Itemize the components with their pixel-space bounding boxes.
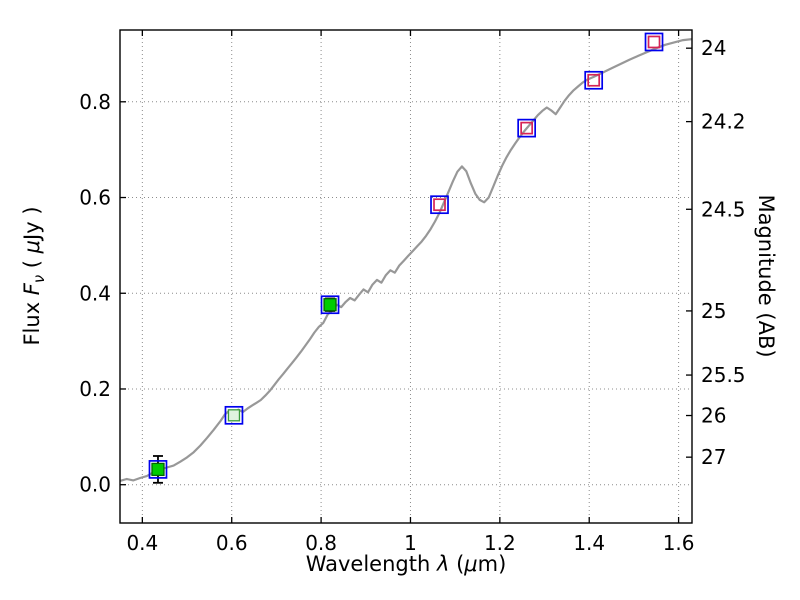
photometry-points: [148, 32, 664, 484]
y-tick-label: 0.2: [79, 377, 111, 401]
magnitude-tick-label: 24: [701, 36, 726, 60]
grid-lines: [120, 30, 692, 523]
observed-flux-marker: [224, 405, 244, 425]
flux-symbol: F: [19, 283, 44, 296]
model-flux-marker-red: [647, 35, 661, 49]
x-tick-label: 1: [404, 531, 417, 555]
x-axis-label-text: Wavelength: [305, 552, 437, 576]
magnitude-tick-label: 25.5: [701, 363, 746, 387]
model-flux-marker-green: [323, 298, 337, 312]
x-tick-label: 0.4: [126, 531, 158, 555]
x-tick-label: 0.8: [305, 531, 337, 555]
magnitude-tick-label: 25: [701, 299, 726, 323]
nu-subscript: ν: [31, 274, 49, 284]
magnitude-tick-label: 27: [701, 445, 726, 469]
x-tick-label: 1.4: [573, 531, 605, 555]
x-axis-label: Wavelength λ (μm): [305, 552, 507, 576]
y-tick-label: 0.0: [79, 473, 111, 497]
model-flux-marker-pale-green: [227, 409, 241, 422]
x-tick-label: 1.6: [663, 531, 695, 555]
observed-flux-marker: [148, 460, 168, 479]
observed-flux-marker: [584, 70, 604, 90]
y-tick-label: 0.4: [79, 281, 111, 305]
model-flux-marker-red: [433, 198, 446, 212]
model-flux-marker-red: [587, 73, 601, 87]
magnitude-label-text: Magnitude (AB): [754, 194, 778, 358]
mu-jy-symbol: μ: [19, 239, 44, 254]
x-tick-label: 0.6: [216, 531, 248, 555]
flux-label-text: Flux: [19, 295, 44, 346]
axis-tick-labels: 0.4 0.6 0.8 1 1.2 1.4 1.6 0.0 0.2 0.4 0.6 0.8 24 24.2…: [79, 36, 745, 555]
y-tick-label: 0.6: [79, 186, 111, 210]
mu-symbol: μ: [464, 552, 478, 576]
x-tick-label: 1.2: [484, 531, 516, 555]
magnitude-tick-label: 24.5: [701, 197, 746, 221]
magnitude-tick-label: 24.2: [701, 110, 746, 134]
axis-ticks: [120, 30, 692, 523]
observed-flux-marker: [644, 32, 664, 52]
model-flux-marker-red: [520, 121, 534, 135]
observed-flux-marker: [320, 295, 340, 315]
magnitude-tick-label: 26: [701, 404, 726, 428]
observed-flux-marker: [517, 118, 537, 138]
spectrum-line: [119, 38, 693, 482]
y-axis-label-right: Magnitude (AB): [754, 194, 778, 357]
lambda-symbol: λ: [436, 552, 450, 576]
model-flux-marker-green: [151, 462, 165, 477]
plot-frame: [119, 29, 693, 524]
y-axis-label-left: Flux Fν ( μJy ): [19, 206, 49, 346]
observed-flux-marker: [430, 195, 449, 215]
y-tick-label: 0.8: [79, 90, 111, 114]
